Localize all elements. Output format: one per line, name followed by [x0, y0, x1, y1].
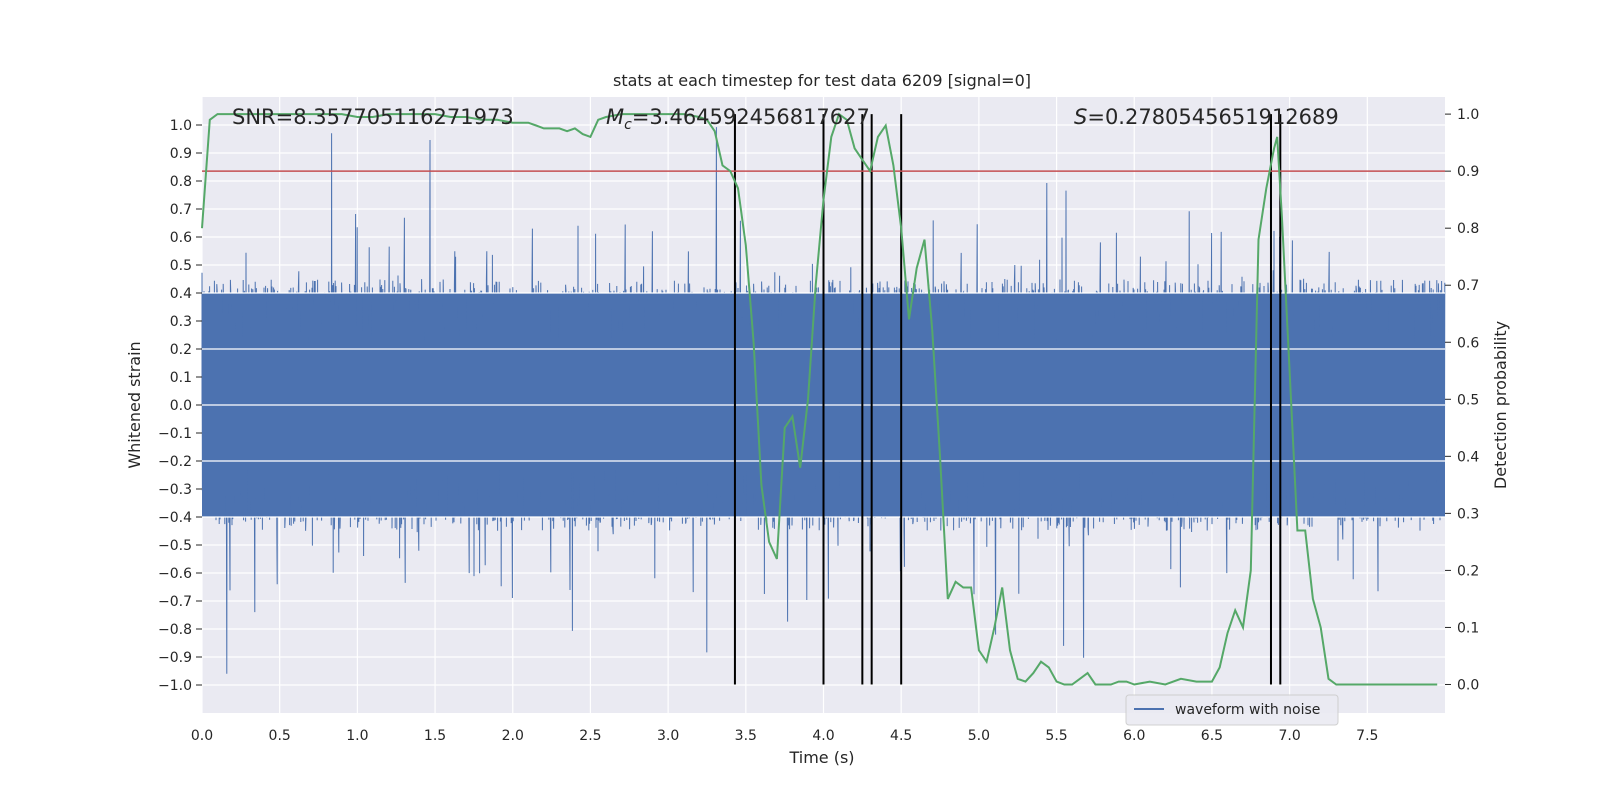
x-tick-label: 2.0 — [502, 728, 524, 744]
y-tick-label: 0.6 — [170, 230, 192, 246]
y-tick-label: −0.2 — [158, 454, 192, 470]
x-axis-label: Time (s) — [788, 748, 854, 767]
legend-box — [1125, 694, 1339, 726]
y2-axis-ticks: 1.0 0.9 0.8 0.7 0.6 0.5 0.4 0.3 0.2 0.1 0.0 — [1445, 107, 1479, 693]
y-tick-label: −0.5 — [158, 538, 192, 554]
chirp-mass-symbol: M — [606, 105, 624, 129]
y2-tick-label: 0.8 — [1457, 221, 1479, 237]
detection-probability-line — [201, 112, 1438, 686]
y2-tick-label: 0.1 — [1457, 620, 1479, 636]
y-tick-label: −0.6 — [158, 566, 192, 582]
y-tick-label: 0.0 — [170, 398, 192, 414]
y2-axis-label: Detection probability — [1491, 321, 1510, 489]
chart-title: stats at each timestep for test data 620… — [613, 71, 1031, 90]
y-tick-label: 0.2 — [170, 342, 192, 358]
y-tick-label: 0.3 — [170, 314, 192, 330]
y2-tick-label: 0.2 — [1457, 563, 1479, 579]
x-tick-label: 1.5 — [424, 728, 446, 744]
x-tick-label: 3.0 — [657, 728, 679, 744]
y-tick-label: −0.4 — [158, 510, 192, 526]
y-tick-label: −0.8 — [158, 622, 192, 638]
legend-label: waveform with noise — [1175, 702, 1320, 718]
y2-tick-label: 0.6 — [1457, 335, 1479, 351]
y2-tick-label: 0.3 — [1457, 506, 1479, 522]
x-tick-label: 7.0 — [1278, 728, 1300, 744]
y2-tick-label: 0.4 — [1457, 449, 1479, 465]
x-tick-label: 5.0 — [968, 728, 990, 744]
y-tick-label: 0.5 — [170, 258, 192, 274]
x-tick-label: 2.5 — [579, 728, 601, 744]
y-tick-label: 0.1 — [170, 370, 192, 386]
vertical-markers — [733, 114, 1282, 685]
s-annotation: S=0.2780545651912689 — [1074, 105, 1339, 129]
y-tick-label: −1.0 — [158, 678, 192, 694]
y-tick-label: 1.0 — [170, 118, 192, 134]
y-tick-label: 0.4 — [170, 286, 192, 302]
y-tick-label: 0.7 — [170, 202, 192, 218]
y-tick-label: −0.7 — [158, 594, 192, 610]
x-tick-label: 6.5 — [1201, 728, 1223, 744]
s-symbol: S — [1074, 105, 1087, 129]
x-tick-label: 1.0 — [346, 728, 368, 744]
chirp-mass-annotation: Mc=3.464592456817627 — [606, 105, 870, 133]
x-axis-ticks: 0.0 0.5 1.0 1.5 2.0 2.5 3.0 3.5 4.0 4.5 5.0 5.5 6.0 6… — [191, 728, 1379, 744]
y2-tick-label: 0.7 — [1457, 278, 1479, 294]
x-tick-label: 6.0 — [1123, 728, 1145, 744]
snr-annotation: SNR=8.357705116271973 — [232, 105, 514, 129]
chirp-mass-subscript: c — [624, 117, 632, 133]
y2-tick-label: 1.0 — [1457, 107, 1479, 123]
x-tick-label: 0.0 — [191, 728, 213, 744]
legend: waveform with noise — [1125, 694, 1339, 726]
x-tick-label: 0.5 — [269, 728, 291, 744]
s-value: =0.2780545651912689 — [1087, 105, 1338, 129]
y2-tick-label: 0.5 — [1457, 392, 1479, 408]
y-tick-label: 0.8 — [170, 174, 192, 190]
y-tick-label: −0.3 — [158, 482, 192, 498]
x-tick-label: 7.5 — [1356, 728, 1378, 744]
x-tick-label: 5.5 — [1045, 728, 1067, 744]
y-tick-label: −0.1 — [158, 426, 192, 442]
x-tick-label: 3.5 — [735, 728, 757, 744]
y2-tick-label: 0.9 — [1457, 164, 1479, 180]
y-tick-label: −0.9 — [158, 650, 192, 666]
x-tick-label: 4.5 — [890, 728, 912, 744]
chirp-mass-value: =3.464592456817627 — [632, 105, 870, 129]
y2-tick-label: 0.0 — [1457, 677, 1479, 693]
x-tick-label: 4.0 — [812, 728, 834, 744]
y-axis-ticks: 1.0 0.9 0.8 0.7 0.6 0.5 0.4 0.3 0.2 0.1 0.0 −0.1 −0.… — [158, 118, 202, 694]
y-axis-label: Whitened strain — [125, 341, 144, 468]
y-tick-label: 0.9 — [170, 146, 192, 162]
